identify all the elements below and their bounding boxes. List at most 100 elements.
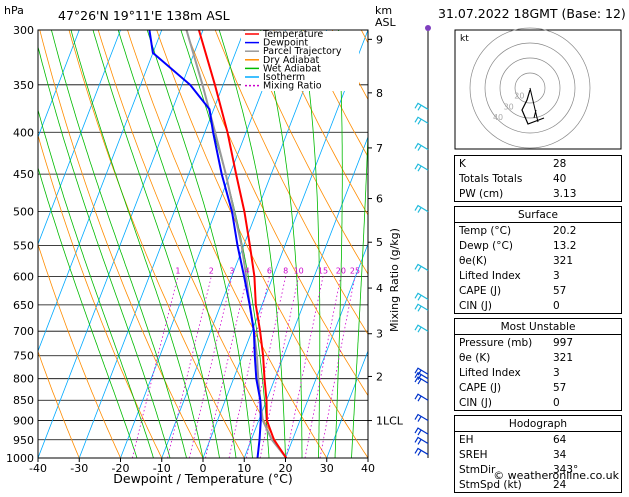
- pressure-tick-label: 700: [13, 325, 34, 338]
- index-label: EH: [459, 433, 474, 447]
- x-tick-label: -20: [112, 462, 130, 475]
- index-label: Totals Totals: [459, 172, 522, 186]
- mixing-ratio-label: 4: [245, 266, 250, 275]
- wind-barb: [415, 117, 428, 124]
- dry-adiabat-line: [128, 30, 327, 458]
- index-value: 3.13: [553, 187, 617, 201]
- wind-barb: [415, 304, 428, 311]
- index-label: CAPE (J): [459, 284, 501, 298]
- index-value: 3: [553, 269, 617, 283]
- index-label: PW (cm): [459, 187, 503, 201]
- index-value: 57: [553, 381, 617, 395]
- indices-row: θe(K)321: [455, 253, 621, 268]
- index-value: 0: [553, 396, 617, 410]
- index-label: CAPE (J): [459, 381, 501, 395]
- index-value: 0: [553, 299, 617, 313]
- wind-barb: [415, 206, 428, 213]
- wet-adiabat-line: [181, 30, 269, 458]
- x-tick-label: 10: [237, 462, 251, 475]
- dry-adiabat-line: [0, 30, 79, 458]
- indices-row: Dewp (°C)13.2: [455, 238, 621, 253]
- indices-row: CIN (J) 0: [455, 395, 621, 410]
- indices-row: EH 64: [455, 432, 621, 447]
- isotherm-line: [0, 30, 79, 458]
- index-label: Temp (°C): [459, 224, 511, 238]
- copyright-footer: © weatheronline.co.uk: [493, 469, 619, 482]
- km-tick-label: 1LCL: [376, 415, 404, 428]
- km-tick-label: 4: [376, 282, 383, 295]
- pressure-tick-label: 650: [13, 299, 34, 312]
- legend-label: Mixing Ratio: [263, 81, 322, 92]
- dry-adiabat-line: [98, 30, 285, 458]
- index-label: Pressure (mb): [459, 336, 532, 350]
- mixing-ratio-line: [189, 276, 232, 458]
- surface-title: Surface: [455, 207, 621, 222]
- x-tick-label: -10: [153, 462, 171, 475]
- index-label: SREH: [459, 448, 488, 462]
- mixing-ratio-label: 25: [350, 266, 360, 275]
- indices-row: Lifted Index 3: [455, 365, 621, 380]
- index-label: CIN (J): [459, 396, 492, 410]
- index-label: Lifted Index: [459, 269, 521, 283]
- pressure-tick-label: 500: [13, 206, 34, 219]
- mixing-ratio-label: 3: [229, 266, 234, 275]
- x-tick-label: -40: [29, 462, 47, 475]
- wind-barb: [415, 415, 428, 422]
- mixing-ratio-label: 2: [209, 266, 214, 275]
- km-tick-label: 6: [376, 193, 383, 206]
- index-value: 64: [553, 433, 617, 447]
- wind-barb: [415, 164, 428, 171]
- pressure-tick-label: 850: [13, 394, 34, 407]
- wind-barb: [415, 428, 428, 435]
- wind-barb: [415, 293, 428, 300]
- hodograph-ring-label: 20: [514, 92, 524, 101]
- isotherm-line: [203, 30, 368, 458]
- pressure-tick-label: 450: [13, 168, 34, 181]
- index-value: 3: [553, 366, 617, 380]
- dry-adiabat-line: [624, 30, 629, 458]
- mixing-ratio-label: 8: [283, 266, 288, 275]
- x-tick-label: 40: [361, 462, 375, 475]
- km-tick-label: 3: [376, 328, 383, 341]
- index-value: 40: [553, 172, 617, 186]
- hodograph-unit-label: kt: [460, 34, 469, 44]
- indices-row: Temp (°C)20.2: [455, 223, 621, 238]
- mixing-ratio-label: 6: [267, 266, 272, 275]
- indices-row: CIN (J) 0: [455, 298, 621, 313]
- wet-adiabat-line: [335, 30, 342, 458]
- pressure-tick-label: 900: [13, 415, 34, 428]
- index-label: Lifted Index: [459, 366, 521, 380]
- mixing-ratio-label: 1: [175, 266, 180, 275]
- indices-row: Totals Totals 40: [455, 171, 621, 186]
- mixing-ratio-line: [286, 276, 323, 458]
- index-value: 28: [553, 157, 617, 171]
- pressure-tick-label: 300: [13, 24, 34, 37]
- isotherm-line: [79, 30, 244, 458]
- isotherm-line: [162, 30, 327, 458]
- wind-axis-top-marker: [425, 25, 431, 31]
- km-tick-label: 9: [376, 33, 383, 46]
- isotherm-line: [38, 30, 203, 458]
- index-value: 34: [553, 448, 617, 462]
- index-value: 321: [553, 351, 617, 365]
- wind-barb: [415, 448, 428, 455]
- x-tick-label: 30: [320, 462, 334, 475]
- x-tick-label: 0: [200, 462, 207, 475]
- index-value: 57: [553, 284, 617, 298]
- wet-adiabat-line: [93, 30, 220, 458]
- index-label: θe(K): [459, 254, 487, 268]
- mixing-ratio-label: 15: [318, 266, 328, 275]
- wind-barb: [415, 437, 428, 444]
- mixing-ratio-line: [246, 276, 285, 458]
- hodograph-ring-label: 40: [493, 113, 503, 122]
- wind-barb: [415, 103, 428, 110]
- hodograph-frame: [455, 30, 621, 149]
- index-label: Dewp (°C): [459, 239, 513, 253]
- index-label: CIN (J): [459, 299, 492, 313]
- pressure-tick-label: 600: [13, 270, 34, 283]
